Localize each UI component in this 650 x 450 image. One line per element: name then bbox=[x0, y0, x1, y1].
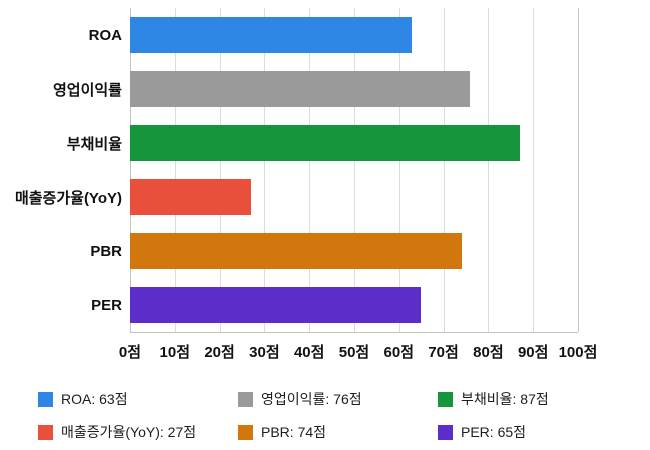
bar-매출증가율(YoY) bbox=[130, 179, 251, 215]
gridline bbox=[443, 8, 445, 332]
y-axis-label: ROA bbox=[88, 26, 122, 44]
legend-item: PER: 65점 bbox=[438, 422, 633, 442]
legend-label: 부채비율: 87점 bbox=[461, 391, 549, 407]
bar-영업이익률 bbox=[130, 71, 471, 107]
legend-swatch bbox=[438, 424, 453, 440]
legend-item: 영업이익률: 76점 bbox=[238, 389, 438, 409]
gridline bbox=[398, 8, 400, 332]
legend-label: PER: 65점 bbox=[461, 424, 527, 440]
legend-swatch bbox=[38, 424, 53, 440]
bar-row bbox=[130, 278, 578, 332]
legend-swatch bbox=[238, 424, 253, 440]
x-tick-label: 100점 bbox=[558, 344, 598, 361]
bar-row bbox=[130, 116, 578, 170]
x-tick-label: 50점 bbox=[338, 344, 370, 361]
y-axis-label: 부채비율 bbox=[66, 135, 122, 153]
legend-label: 매출증가율(YoY): 27점 bbox=[61, 424, 197, 440]
y-axis-label: 영업이익률 bbox=[52, 81, 122, 99]
y-axis-label: 매출증가율(YoY) bbox=[14, 189, 122, 207]
legend-swatch bbox=[438, 391, 453, 407]
legend-label: PBR: 74점 bbox=[261, 424, 327, 440]
gridline bbox=[533, 8, 535, 332]
bar-PER bbox=[130, 287, 422, 323]
x-tick-label: 60점 bbox=[383, 344, 415, 361]
gridline bbox=[578, 8, 579, 332]
gridline bbox=[264, 8, 266, 332]
legend-item: ROA: 63점 bbox=[38, 389, 238, 409]
x-tick-label: 40점 bbox=[293, 344, 325, 361]
bar-row bbox=[130, 62, 578, 116]
y-axis-label: PER bbox=[91, 296, 122, 314]
gridline bbox=[488, 8, 490, 332]
gridline bbox=[309, 8, 311, 332]
legend-item: 매출증가율(YoY): 27점 bbox=[38, 422, 238, 442]
legend-item: 부채비율: 87점 bbox=[438, 389, 633, 409]
x-tick-label: 90점 bbox=[517, 344, 549, 361]
bar-row bbox=[130, 170, 578, 224]
x-tick-label: 70점 bbox=[428, 344, 459, 361]
x-tick-label: 10점 bbox=[159, 344, 191, 361]
bar-row bbox=[130, 8, 578, 62]
legend-label: 영업이익률: 76점 bbox=[261, 391, 362, 407]
legend-swatch bbox=[238, 391, 253, 407]
legend-item: PBR: 74점 bbox=[238, 422, 438, 442]
y-axis-label: PBR bbox=[90, 242, 122, 260]
x-tick-label: 20점 bbox=[204, 344, 235, 361]
bar-PBR bbox=[130, 233, 462, 269]
gridline bbox=[219, 8, 221, 332]
x-axis: 0점 10점 20점 30점 40점 50점 60점 70점 80점 90점 100점 bbox=[119, 341, 597, 361]
bar-부채비율 bbox=[130, 125, 520, 161]
legend-label: ROA: 63점 bbox=[61, 391, 128, 407]
gridline bbox=[354, 8, 355, 332]
x-tick-label: 80점 bbox=[473, 344, 504, 361]
gridline bbox=[130, 8, 131, 332]
x-tick-label: 30점 bbox=[249, 344, 280, 361]
plot-area bbox=[130, 8, 579, 333]
x-tick-label: 0점 bbox=[118, 344, 142, 361]
bar-ROA bbox=[130, 17, 413, 53]
bar-row bbox=[130, 224, 578, 278]
legend-swatch bbox=[38, 391, 53, 407]
gridline bbox=[174, 8, 176, 332]
